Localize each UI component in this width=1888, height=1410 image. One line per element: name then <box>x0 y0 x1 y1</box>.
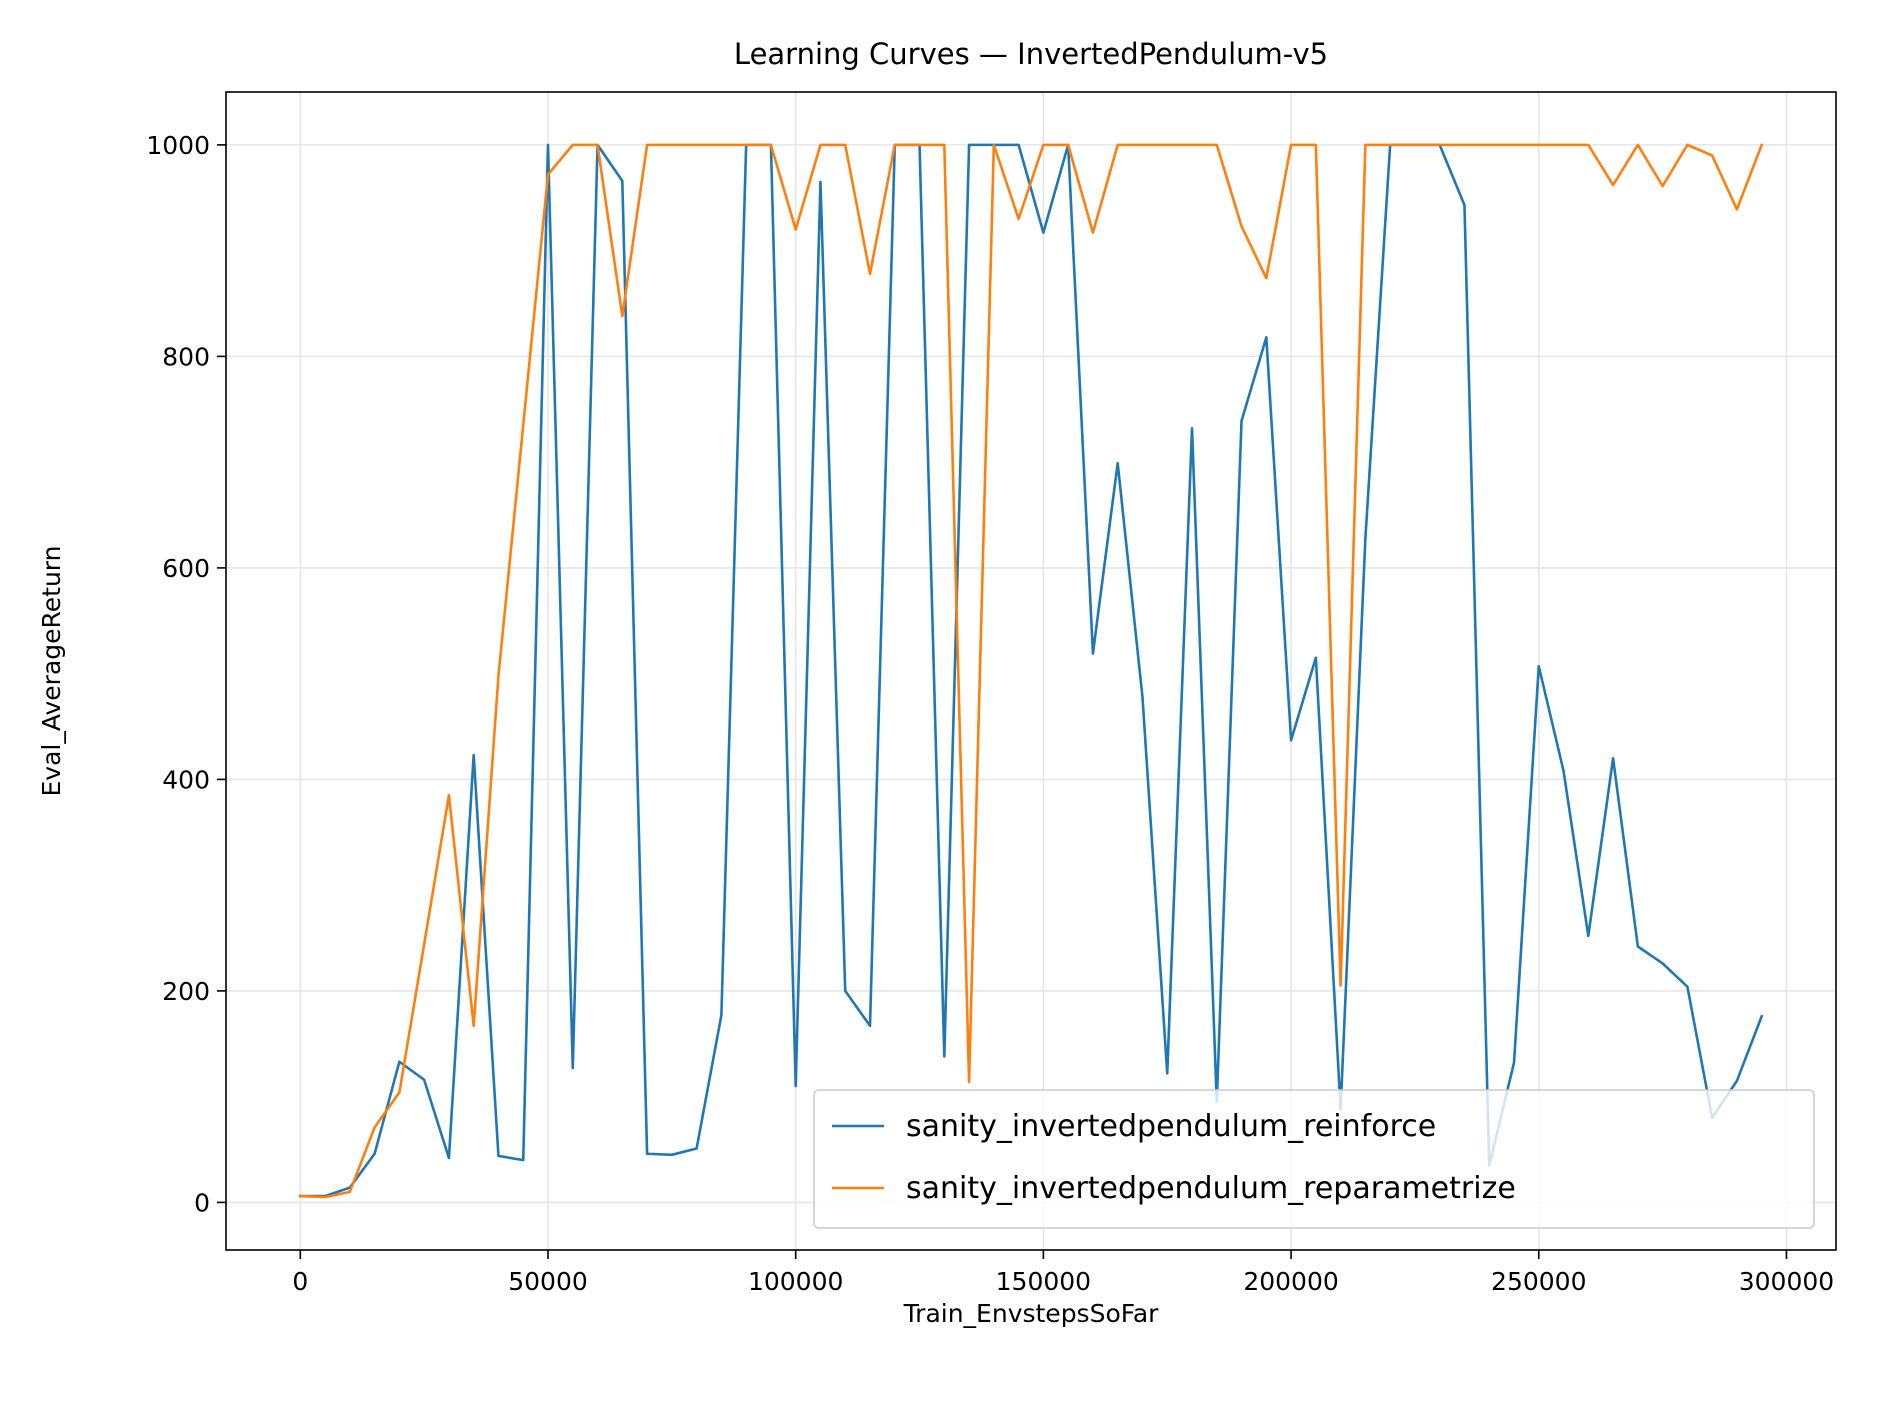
x-tick-label: 0 <box>292 1267 308 1296</box>
y-tick-label: 400 <box>162 765 210 794</box>
x-tick-label: 150000 <box>996 1267 1091 1296</box>
series-lines <box>298 143 1764 1199</box>
legend-label-2: sanity_invertedpendulum_reparametrize <box>906 1171 1516 1206</box>
y-tick-label: 1000 <box>146 131 210 160</box>
x-axis-label: Train_EnvstepsSoFar <box>903 1299 1160 1328</box>
y-axis-label: Eval_AverageReturn <box>37 546 66 797</box>
chart-title: Learning Curves — InvertedPendulum-v5 <box>734 37 1328 71</box>
legend-box <box>813 1089 1815 1229</box>
axis-ticks: 0 50000 100000 150000 200000 250000 300000 0 200… <box>146 131 1834 1296</box>
legend: sanity_invertedpendulum_reinforce sanity_… <box>813 1089 1815 1229</box>
x-tick-label: 100000 <box>748 1267 843 1296</box>
grid <box>226 92 1836 1250</box>
y-tick-label: 200 <box>162 977 210 1006</box>
y-tick-label: 600 <box>162 554 210 583</box>
series-line-2 <box>298 143 1764 1199</box>
y-tick-label: 0 <box>194 1188 210 1217</box>
series-line-1 <box>299 143 1764 1198</box>
y-tick-label: 800 <box>162 342 210 371</box>
x-tick-label: 250000 <box>1491 1267 1586 1296</box>
x-tick-label: 300000 <box>1739 1267 1834 1296</box>
x-tick-label: 50000 <box>508 1267 588 1296</box>
plot-frame <box>225 91 1837 1251</box>
x-tick-label: 200000 <box>1243 1267 1338 1296</box>
legend-label-1: sanity_invertedpendulum_reinforce <box>906 1109 1436 1144</box>
